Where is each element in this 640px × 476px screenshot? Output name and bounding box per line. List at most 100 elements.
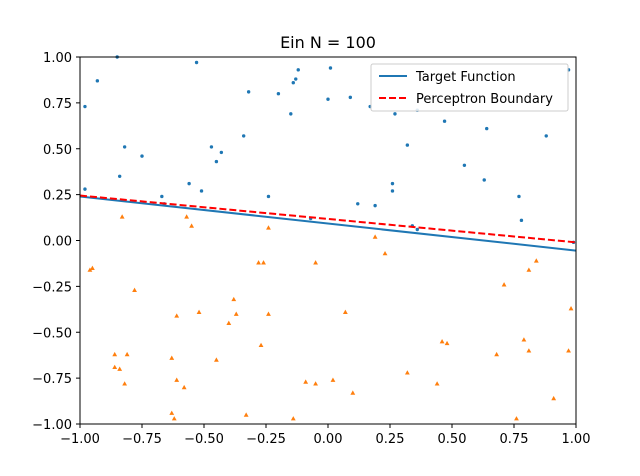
data-point-series-0-38 [462, 163, 467, 167]
data-point-series-1-45 [169, 410, 175, 415]
data-point-series-0-10 [326, 97, 330, 101]
data-point-series-1-31 [181, 384, 187, 390]
data-point-series-1-43 [566, 348, 571, 353]
plot-frame [79, 56, 577, 425]
data-point-series-0-29 [83, 187, 87, 191]
data-point-series-0-14 [393, 112, 397, 116]
data-point-series-1-49 [514, 416, 519, 421]
data-point-series-1-10 [372, 234, 378, 239]
data-point-series-1-19 [174, 313, 180, 318]
data-point-series-1-3 [266, 225, 271, 230]
data-point-series-0-37 [405, 143, 410, 147]
data-point-series-1-24 [169, 355, 175, 360]
data-point-series-0-9 [289, 112, 293, 116]
data-point-series-0-11 [328, 66, 333, 70]
data-point-series-1-30 [174, 377, 180, 382]
data-point-series-1-25 [112, 351, 118, 357]
data-point-series-0-28 [199, 189, 204, 193]
data-point-series-0-21 [140, 154, 144, 158]
x-tick-label: −0.50 [184, 432, 224, 447]
data-point-series-1-39 [444, 340, 450, 346]
x-axis: −1.00 −0.75 −0.50 −0.25 0.00 0.25 0.50 0.75 1.00 [60, 424, 590, 447]
data-point-series-0-39 [482, 178, 486, 182]
data-point-series-1-18 [196, 309, 202, 314]
y-tick-label: −0.50 [32, 326, 72, 341]
data-point-series-1-50 [551, 395, 557, 401]
data-point-series-0-33 [356, 202, 360, 206]
data-point-series-1-4 [90, 265, 95, 270]
data-point-series-1-33 [313, 381, 318, 386]
data-point-series-0-23 [219, 150, 224, 155]
data-point-series-0-24 [241, 134, 246, 138]
data-point-series-1-46 [171, 416, 177, 421]
x-tick-label: 0.50 [438, 432, 467, 447]
data-point-series-0-3 [83, 104, 87, 109]
data-point-series-1-22 [214, 357, 219, 362]
data-point-series-0-34 [373, 203, 377, 208]
data-point-series-0-6 [296, 68, 300, 72]
data-point-series-1-36 [404, 370, 410, 375]
data-point-series-1-11 [382, 250, 388, 256]
data-point-series-1-23 [258, 342, 264, 348]
y-tick-label: 0.75 [43, 97, 72, 112]
data-point-series-0-5 [276, 92, 281, 96]
data-point-series-0-25 [214, 159, 219, 164]
y-tick-label: −0.75 [32, 372, 72, 387]
data-point-series-1-40 [494, 351, 500, 357]
data-point-series-1-29 [122, 381, 128, 386]
data-point-series-0-16 [442, 119, 447, 123]
data-point-series-1-15 [231, 296, 237, 302]
data-point-series-1-9 [313, 260, 318, 265]
data-point-series-0-31 [266, 194, 271, 199]
data-point-series-1-21 [342, 309, 348, 314]
data-point-series-1-14 [533, 258, 539, 263]
data-point-series-1-44 [568, 305, 574, 311]
data-point-series-0-8 [291, 80, 295, 85]
data-point-series-0-26 [117, 174, 122, 178]
data-point-series-1-32 [303, 379, 309, 384]
y-tick-label: 1.00 [43, 51, 72, 66]
data-point-series-0-27 [187, 181, 191, 186]
data-point-series-1-20 [266, 311, 271, 316]
data-point-series-1-48 [290, 416, 296, 421]
data-point-series-1-0 [119, 214, 125, 219]
data-point-series-1-13 [526, 267, 532, 272]
y-tick-label: −0.25 [32, 280, 72, 295]
y-axis: −1.00 −0.75 −0.50 −0.25 0.00 0.25 0.50 0.75 1.00 [32, 51, 80, 433]
data-point-series-0-18 [544, 134, 548, 138]
data-point-series-1-34 [330, 377, 336, 382]
data-point-series-1-1 [184, 214, 190, 219]
x-tick-label: −0.25 [246, 432, 286, 447]
data-point-series-1-38 [439, 339, 445, 344]
data-point-series-1-8 [261, 260, 266, 265]
plot-area [80, 55, 576, 421]
data-point-series-0-20 [122, 145, 127, 149]
x-tick-label: 0.75 [500, 432, 529, 447]
data-point-series-1-37 [434, 381, 440, 386]
data-point-series-1-2 [189, 223, 194, 228]
data-point-series-0-2 [95, 79, 100, 83]
data-point-series-1-35 [350, 390, 356, 395]
data-point-series-1-12 [501, 282, 507, 287]
chart-title: Ein N = 100 [280, 33, 376, 52]
data-point-series-0-36 [390, 189, 395, 193]
x-tick-label: −0.75 [122, 432, 162, 447]
data-point-series-0-35 [390, 181, 395, 186]
legend: Target Function Perceptron Boundary [370, 63, 569, 112]
data-point-series-1-41 [521, 337, 527, 342]
data-point-series-1-47 [243, 412, 249, 417]
data-point-series-0-44 [415, 227, 419, 232]
legend-box [370, 63, 569, 112]
data-point-series-1-28 [117, 366, 123, 371]
legend-label: Perceptron Boundary [416, 92, 553, 107]
data-point-series-1-7 [256, 260, 261, 265]
legend-label: Target Function [415, 70, 516, 85]
data-point-series-0-30 [160, 194, 164, 199]
data-point-series-0-1 [194, 60, 199, 65]
y-tick-label: −1.00 [32, 418, 72, 433]
x-tick-label: 0.25 [376, 432, 405, 447]
y-tick-label: 0.50 [43, 143, 72, 158]
data-point-series-0-17 [485, 126, 489, 131]
data-point-series-0-12 [348, 95, 353, 100]
